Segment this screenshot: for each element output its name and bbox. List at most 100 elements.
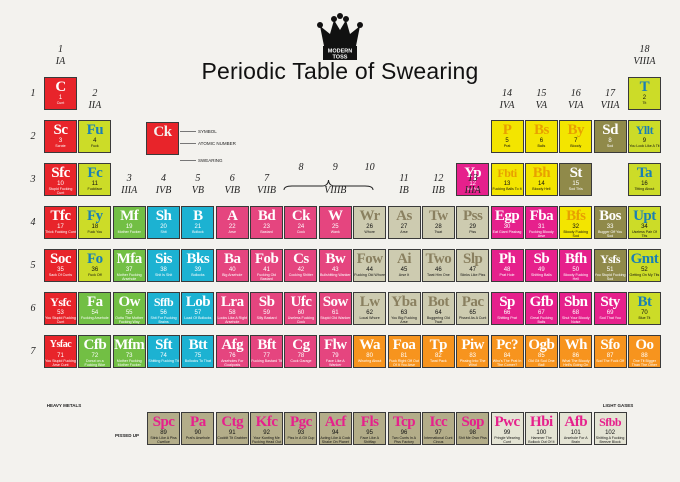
element-symbol: Foa (392, 337, 416, 353)
element-symbol: Hbi (530, 414, 553, 430)
element-swear-name: Stink Like A Piss Cwelloe (150, 436, 177, 444)
element-symbol: Sis (155, 251, 172, 267)
element-swear-name: You Look Like A Tit (629, 144, 660, 148)
group-roman: IB (399, 185, 409, 196)
element-pwc: Pwc 99 Pringle Wearing Cunt (490, 412, 524, 445)
element-swear-name: Shitting Balls (531, 273, 552, 277)
element-symbol: Sop (461, 414, 485, 430)
element-swear-name: Bollocks (191, 273, 205, 277)
element-symbol: Pss (463, 208, 483, 224)
element-fu: Fu 4 Fuck (78, 120, 112, 153)
atomic-number: 74 (160, 353, 167, 359)
element-bot: Bot 64 Buggering Old Twat (421, 292, 455, 325)
element-gmt: Gmt 52 Getting On My Tits (627, 249, 661, 282)
element-mfm: Mfm 73 Mother Fucking Mother Fucker (112, 335, 146, 368)
group-number: 12 (433, 173, 444, 184)
element-symbol: Acf (324, 414, 347, 430)
element-as: As 27 Arse (387, 206, 421, 239)
element-fy: Fy 18 Fuck You (78, 206, 112, 239)
element-mfa: Mfa 37 Mother Fucking Arsehole (112, 249, 146, 282)
element-swear-name: Shit Me Own Piss (458, 436, 487, 440)
element-swear-name: Stupid Fucking Cunt (48, 187, 73, 195)
element-flw: Flw 79 Face Like A Wanker (318, 335, 352, 368)
element-swear-name: Prat (503, 144, 511, 148)
element-sfo: Sfo 87 Sod The Fuck Off (593, 335, 627, 368)
element-swear-name: Pissing Into The Wind (459, 359, 486, 367)
atomic-number: 66 (503, 310, 511, 316)
element-bos: Bos 33 Bugger Off You Sod (593, 206, 627, 239)
element-yllt: Yllt 9 You Look Like A Tit (627, 120, 661, 153)
group-number: 10 (364, 162, 375, 173)
element-pac: Pac 65 Pissed As A Cunt (456, 292, 490, 325)
modern-toss-logo: MODERN TOSS (314, 12, 366, 62)
element-wr: Wr 26 Whore (353, 206, 387, 239)
element-bfs: Bfs 32 Bloody Fucking Sod (559, 206, 593, 239)
atomic-number: 47 (469, 267, 477, 273)
element-cs: Cs 42 Cocking Shitter (284, 249, 318, 282)
element-symbol: Pa (190, 414, 206, 430)
atomic-number: 42 (297, 267, 305, 273)
element-swear-name: You Big Fucking Arse (391, 316, 417, 324)
element-swear-name: Fucking Bloody Arse (529, 230, 554, 238)
atomic-number: 14 (538, 181, 545, 187)
element-symbol: Fba (529, 208, 554, 224)
element-swear-name: Tit (642, 101, 647, 105)
element-soc: Soc 35 Sack Of Cunts (44, 249, 77, 282)
atomic-number: 25 (331, 224, 339, 230)
atomic-number: 89 (160, 430, 167, 436)
element-symbol: Fbti (497, 166, 517, 180)
element-sis: Sis 38 Shit Is Shit (147, 249, 181, 282)
atomic-number: 76 (228, 353, 236, 359)
element-swear-name: You Stupid Fucking Cunt (45, 316, 76, 324)
element-swear-name: Mother Fucking Arsehole (116, 273, 142, 281)
atomic-number: 67 (538, 310, 545, 316)
element-symbol: Sfo (600, 337, 620, 353)
atomic-number: 91 (228, 430, 236, 436)
atomic-number: 38 (160, 267, 167, 273)
element-sty: Sty 69 Sod That You (593, 292, 627, 325)
element-swear-name: Fucking Old Whore (354, 273, 386, 277)
element-swear-name: Fucking Arsehole (81, 316, 109, 320)
atomic-number: 81 (400, 353, 408, 359)
element-b: B 21 Bollock (181, 206, 215, 239)
group-number: 7 (264, 173, 270, 184)
element-afb: Afb 101 Arsehole For A Brain (559, 412, 593, 445)
element-egp: Egp 30 Eat Giant Pissbag (490, 206, 524, 239)
element-symbol: Ow (118, 294, 140, 310)
element-symbol: Bs (533, 122, 549, 138)
element-sb: Sb 49 Shitting Balls (524, 249, 558, 282)
element-swear-name: Cocktit Tit Grabber (217, 436, 248, 440)
element-symbol: B (193, 208, 203, 224)
element-swear-name: Shut Your Bloody Noise (561, 316, 590, 324)
atomic-number: 35 (57, 267, 64, 273)
atomic-number: 7 (574, 138, 578, 144)
logo-line2: TOSS (333, 55, 348, 61)
element-sb: Sb 59 Silly Bastard (250, 292, 284, 325)
element-swear-name: Big Arsehole (222, 273, 243, 277)
atomic-number: 55 (125, 310, 133, 316)
element-symbol: Ba (223, 251, 241, 267)
element-symbol: Afg (221, 337, 244, 353)
element-symbol: Sow (322, 294, 349, 310)
element-swear-name: Cock (296, 230, 306, 234)
element-symbol: Kfc (255, 414, 278, 430)
atomic-number: 8 (608, 138, 612, 144)
element-symbol: Sty (600, 294, 620, 310)
element-symbol: Ctg (221, 414, 244, 430)
atomic-number: 58 (228, 310, 236, 316)
element-symbol: C (55, 79, 66, 95)
element-symbol: Bw (325, 251, 346, 267)
element-ogb: Ogb 85 Old Git Sod One Ball (524, 335, 558, 368)
element-swear-name: Pissed As A Cunt (459, 316, 487, 320)
element-swear-name: Bollocks To That (184, 359, 212, 363)
atomic-number: 12 (469, 181, 477, 187)
period-number: 1 (30, 88, 36, 99)
atomic-number: 71 (57, 353, 64, 359)
group-roman: VB (191, 185, 204, 196)
atomic-number: 33 (606, 224, 614, 230)
element-fbti: Fbti 13 Fucking Balls To It (490, 163, 524, 196)
element-swear-name: Local Whore (359, 316, 380, 320)
atomic-number: 17 (57, 224, 64, 230)
atomic-number: 63 (400, 310, 408, 316)
